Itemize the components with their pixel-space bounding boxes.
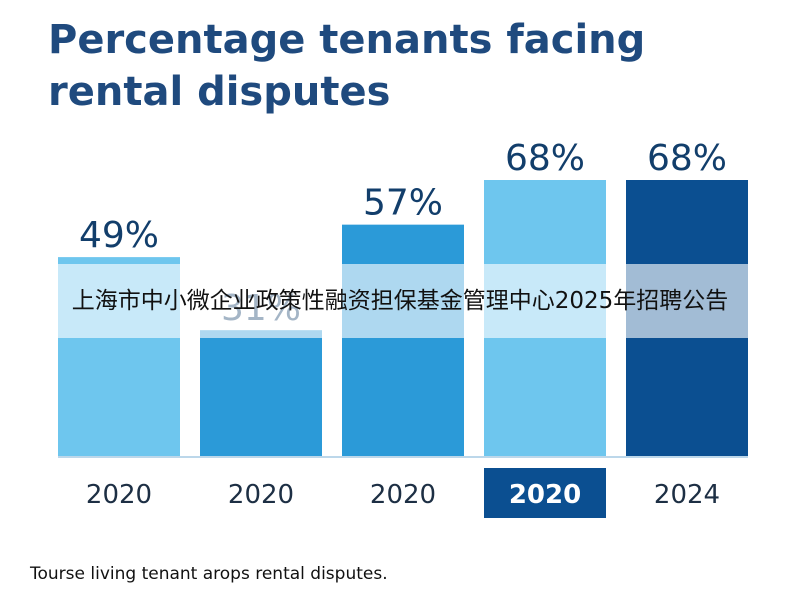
bar-3 (342, 224, 464, 456)
overlay-banner-text: 上海市中小微企业政策性融资担保基金管理中心2025年招聘公告 (71, 288, 729, 314)
bar-2 (200, 330, 322, 456)
chart-title: Percentage tenants facing rental dispute… (48, 17, 646, 115)
category-highlight-box (484, 468, 606, 518)
bar-value-label-3: 57% (363, 183, 443, 224)
category-label-1: 2020 (86, 480, 152, 510)
chart-caption: Tourse living tenant arops rental disput… (30, 564, 388, 584)
category-label-4: 2020 (509, 480, 581, 510)
bar-value-label-4: 68% (505, 138, 585, 179)
category-label-3: 2020 (370, 480, 436, 510)
watermark-band (0, 264, 800, 338)
category-label-5: 2024 (654, 480, 720, 510)
bar-value-label-1: 49% (79, 215, 159, 256)
bar-value-label-5: 68% (647, 138, 727, 179)
category-label-2: 2020 (228, 480, 294, 510)
